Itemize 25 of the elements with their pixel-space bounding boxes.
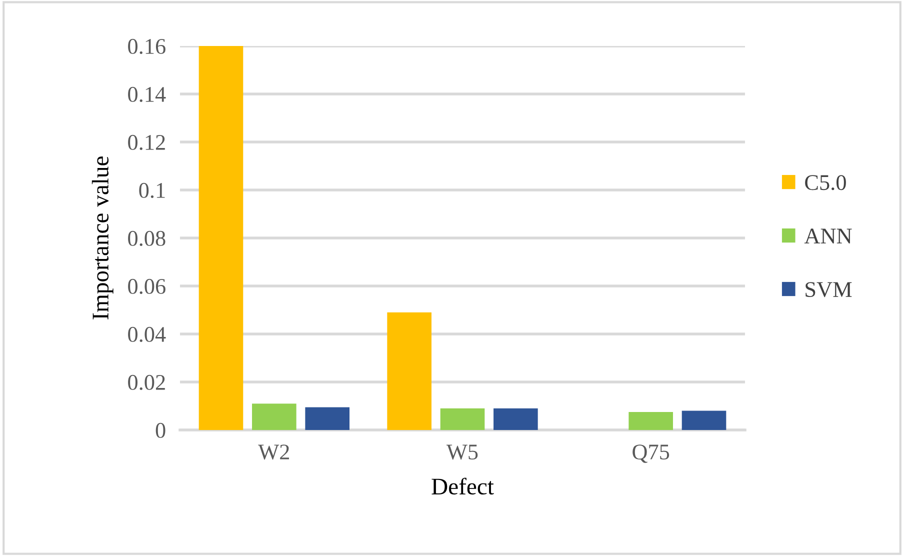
- y-tick-label: 0.04: [128, 326, 166, 342]
- x-tick-label: W2: [258, 444, 289, 460]
- bar: [198, 46, 244, 430]
- y-tick-label: 0.02: [128, 374, 165, 390]
- y-tick-label: 0.12: [128, 134, 165, 150]
- legend-label: ANN: [804, 228, 852, 244]
- bar: [494, 408, 538, 430]
- x-tick-label: Q75: [632, 444, 670, 463]
- bar: [252, 404, 296, 430]
- y-tick-label: 0: [156, 422, 166, 438]
- bar: [440, 408, 485, 430]
- bar: [628, 412, 673, 430]
- legend-label: C5.0: [805, 175, 846, 190]
- y-tick-label: 0.06: [128, 278, 166, 294]
- bar: [305, 407, 350, 430]
- bar: [387, 312, 432, 430]
- y-tick-label: 0.08: [128, 230, 166, 246]
- bar: [682, 410, 726, 430]
- y-tick-label: 0.14: [128, 86, 166, 102]
- y-tick-label: 0.1: [139, 182, 165, 198]
- y-tick-label: 0.16: [128, 38, 166, 54]
- x-axis-title: Defect: [432, 478, 494, 495]
- x-tick-label: W5: [446, 444, 478, 460]
- legend-label: SVM: [806, 282, 852, 298]
- y-axis-title: Importance value: [92, 156, 114, 320]
